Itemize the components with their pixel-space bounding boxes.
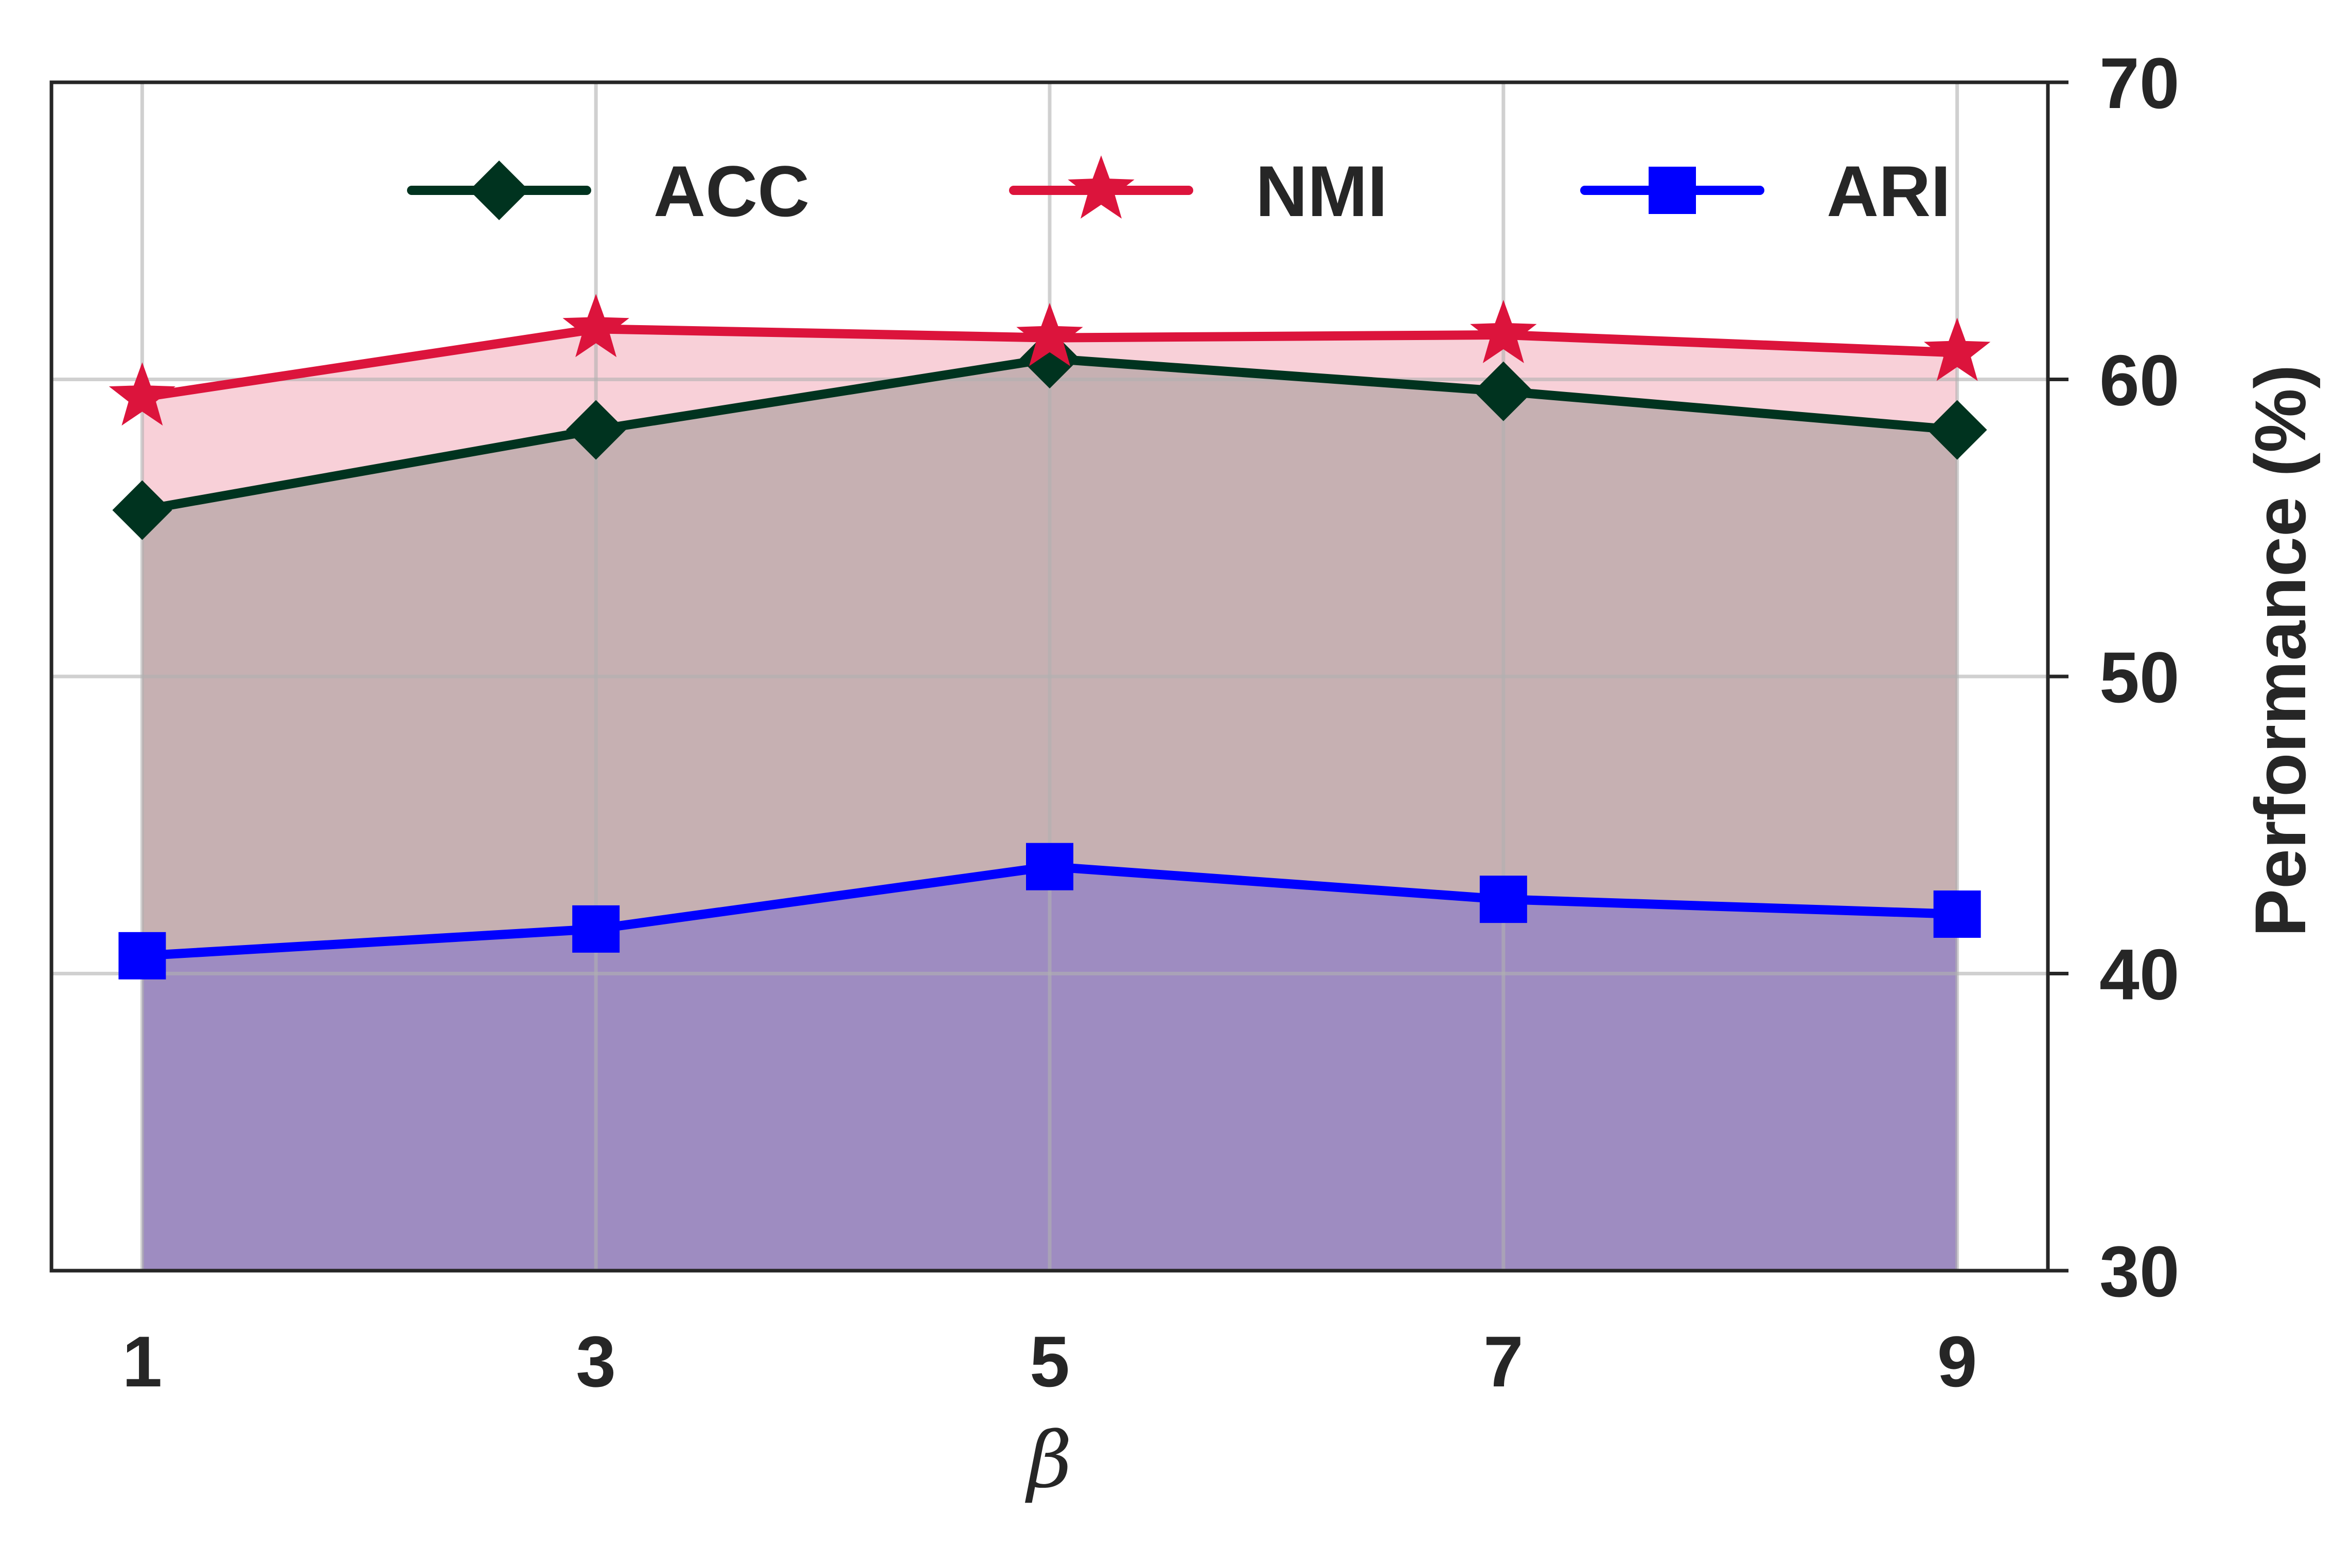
data-point-acc bbox=[112, 480, 172, 540]
data-point-ari bbox=[1933, 890, 1981, 938]
legend-label: ACC bbox=[653, 151, 809, 231]
data-point-ari bbox=[118, 932, 166, 979]
x-tick-label: 3 bbox=[576, 1321, 616, 1402]
y-tick-label: 60 bbox=[2099, 340, 2180, 421]
data-point-ari bbox=[572, 905, 620, 953]
x-axis: 1 3 5 7 9 bbox=[122, 1321, 1977, 1402]
x-tick-label: 9 bbox=[1937, 1321, 1977, 1402]
data-point-ari bbox=[1479, 876, 1527, 923]
data-point-acc bbox=[1020, 329, 1080, 389]
legend-item-ari: ARI bbox=[1580, 151, 1951, 231]
x-axis-title: β bbox=[1025, 1416, 1072, 1505]
legend-label: NMI bbox=[1255, 151, 1388, 231]
data-point-nmi bbox=[562, 294, 629, 358]
y-tick-label: 40 bbox=[2099, 934, 2180, 1015]
y-tick-label: 70 bbox=[2099, 43, 2180, 123]
data-point-nmi bbox=[109, 362, 175, 426]
series-markers bbox=[109, 294, 1991, 979]
data-point-acc bbox=[1927, 400, 1987, 460]
legend-marker bbox=[1068, 155, 1135, 219]
data-point-nmi bbox=[1470, 299, 1537, 363]
y-tick-label: 50 bbox=[2099, 637, 2180, 718]
legend-item-acc: ACC bbox=[407, 151, 809, 231]
y-tick-label: 30 bbox=[2099, 1231, 2180, 1312]
data-point-acc bbox=[566, 400, 626, 460]
x-tick-label: 7 bbox=[1483, 1321, 1524, 1402]
legend-marker bbox=[1649, 167, 1696, 214]
data-point-acc bbox=[1473, 361, 1533, 421]
data-point-nmi bbox=[1924, 317, 1991, 381]
legend-marker bbox=[469, 161, 529, 220]
y-axis: 30 40 50 60 70 bbox=[2048, 43, 2180, 1312]
y-axis-title: Performance (%) bbox=[2240, 365, 2321, 937]
x-tick-label: 5 bbox=[1030, 1321, 1070, 1402]
legend-label: ARI bbox=[1827, 151, 1951, 231]
x-tick-label: 1 bbox=[122, 1321, 162, 1402]
data-point-nmi bbox=[1016, 302, 1083, 366]
legend-item-nmi: NMI bbox=[1009, 151, 1388, 231]
legend: ACC NMI ARI bbox=[407, 151, 1951, 231]
data-point-ari bbox=[1026, 843, 1073, 890]
